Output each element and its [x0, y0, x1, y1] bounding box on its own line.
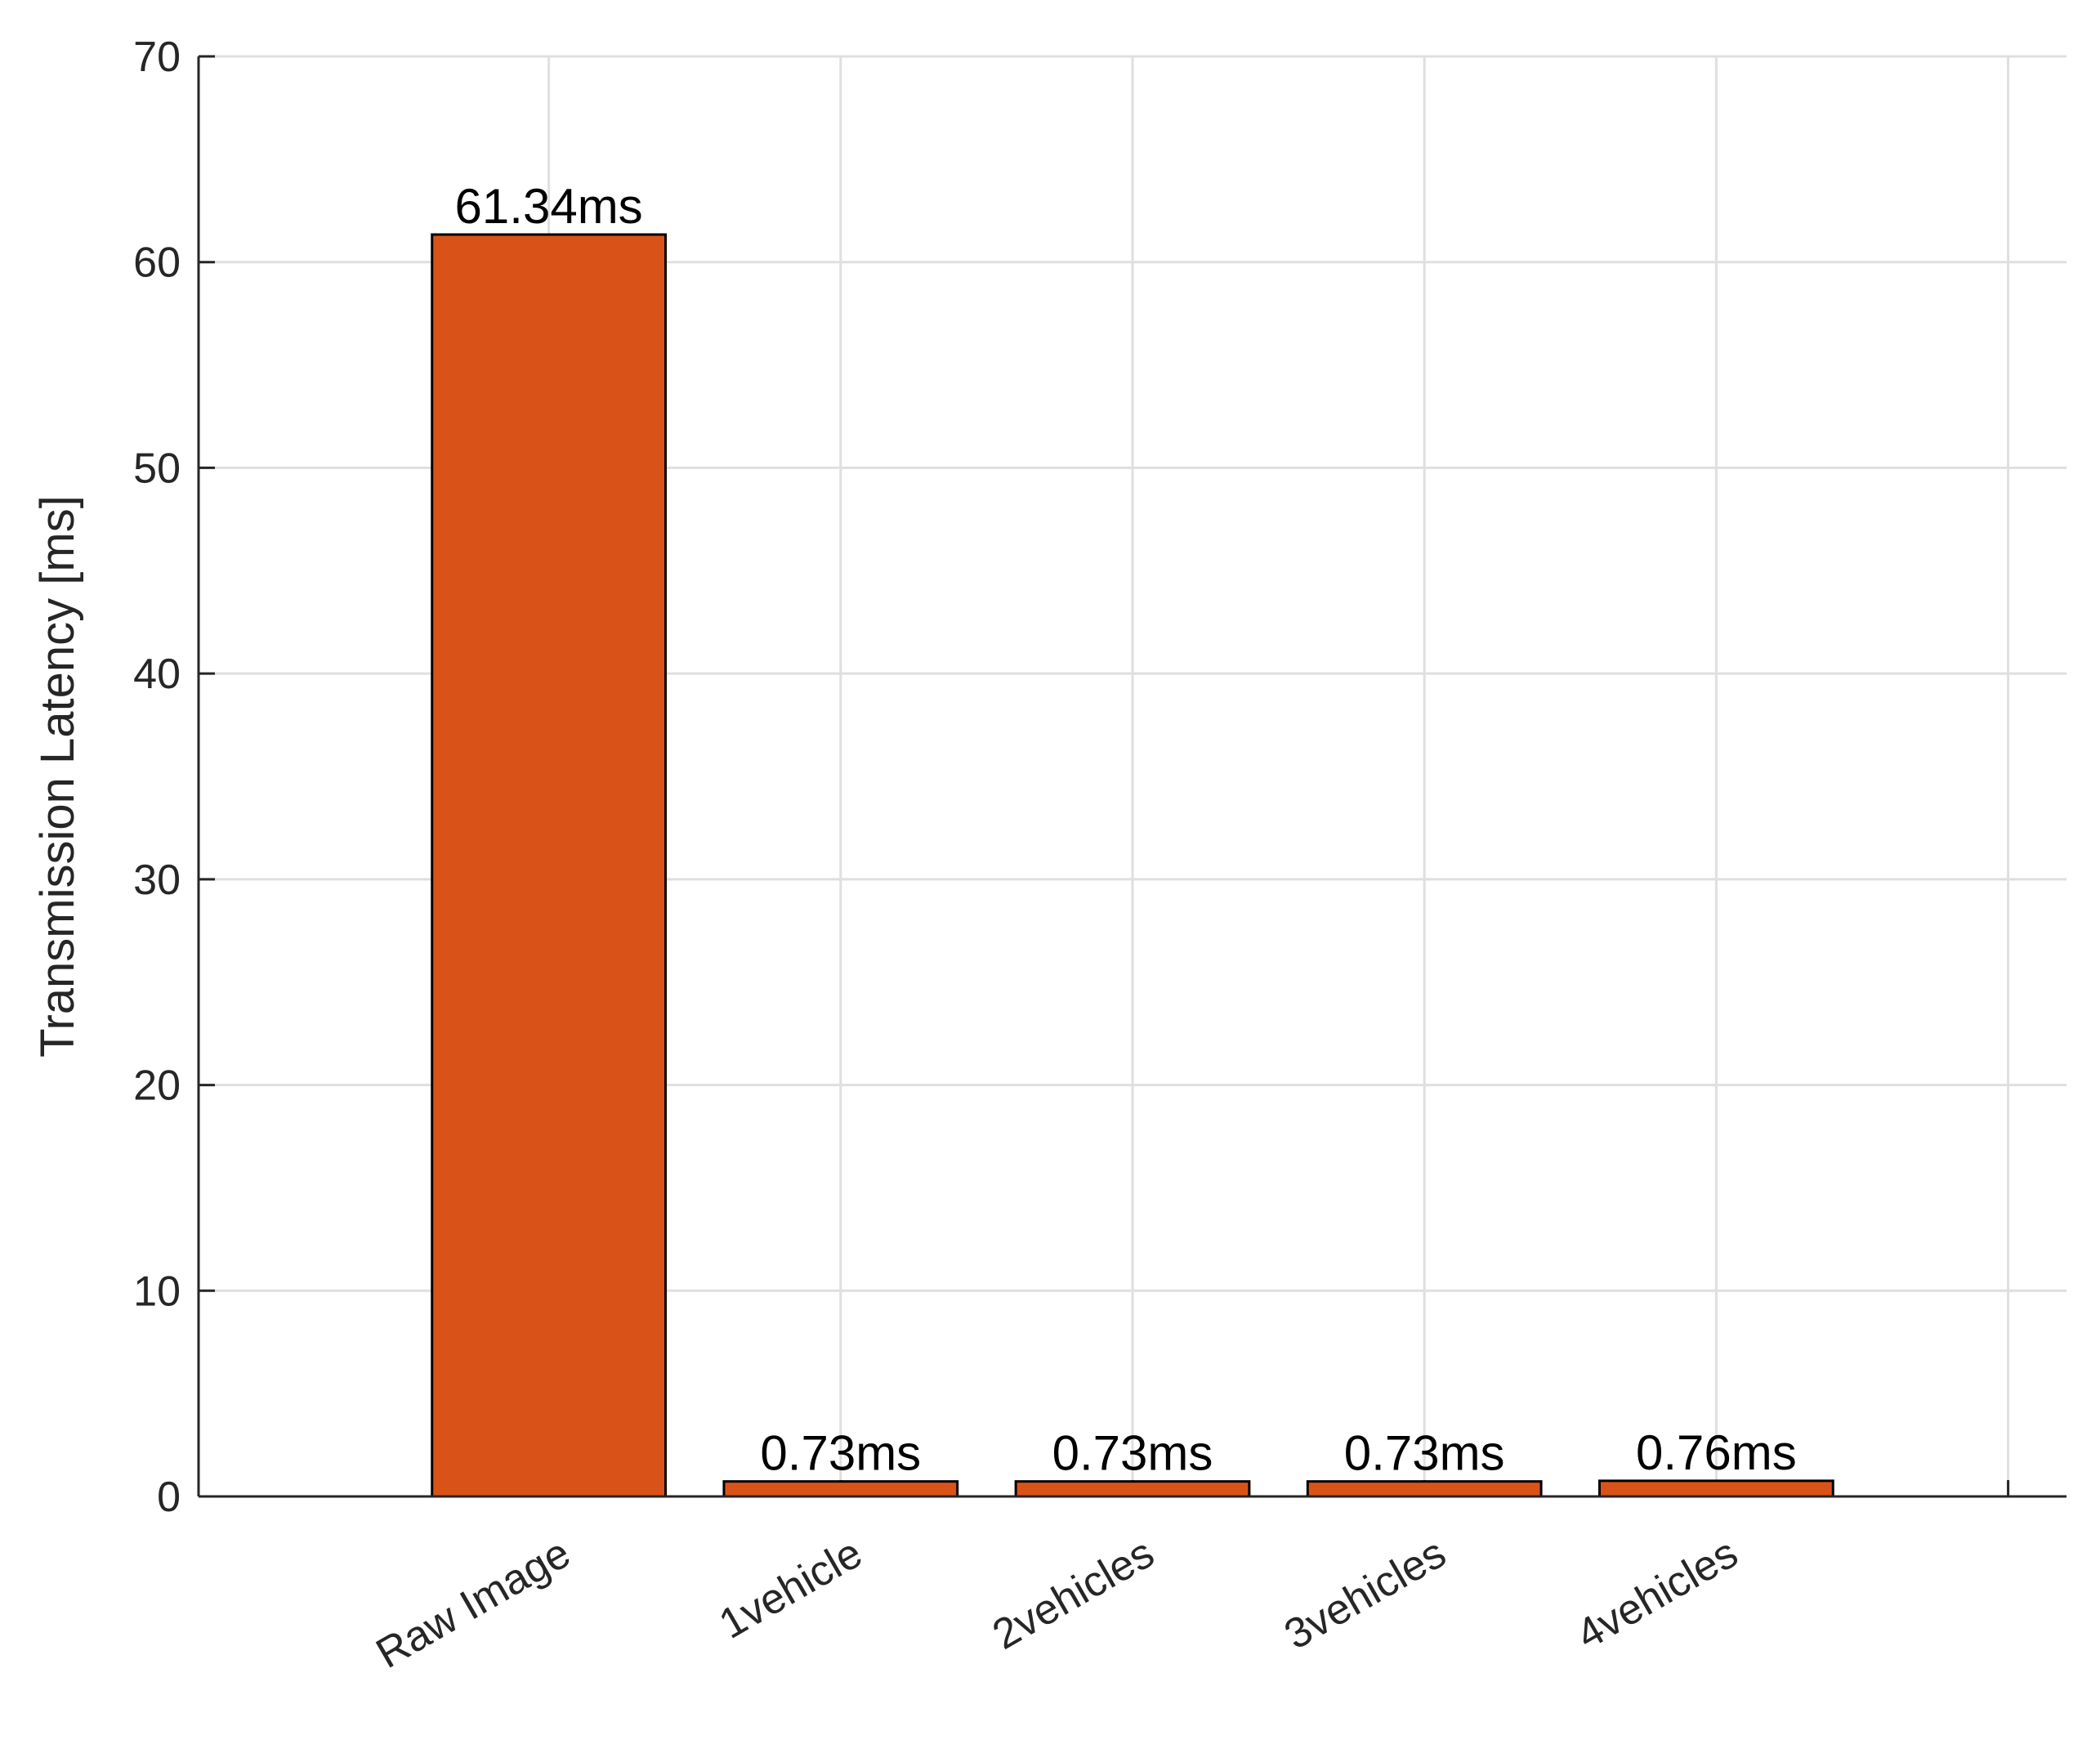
y-tick-label: 70 [133, 34, 181, 81]
x-tick-label: 3vehicles [1276, 1529, 1454, 1659]
bar [722, 1480, 959, 1498]
value-label: 0.73ms [760, 1426, 921, 1481]
value-label: 0.76ms [1636, 1425, 1797, 1480]
x-tick-label: 2vehicles [985, 1529, 1162, 1659]
y-tick-label: 60 [133, 239, 181, 287]
y-tick-label: 40 [133, 651, 181, 698]
x-tick-label: 1vehicle [712, 1529, 870, 1648]
bar [1014, 1480, 1251, 1498]
y-tick-label: 50 [133, 445, 181, 492]
value-label: 0.73ms [1052, 1426, 1213, 1481]
bar [431, 233, 667, 1498]
value-label: 61.34ms [455, 179, 643, 234]
y-tick-label: 20 [133, 1062, 181, 1110]
y-tick-label: 30 [133, 857, 181, 904]
value-label: 0.73ms [1344, 1426, 1505, 1481]
y-tick-label: 0 [157, 1474, 181, 1521]
bar [1306, 1480, 1543, 1498]
y-tick-label: 10 [133, 1268, 181, 1315]
y-axis-label: Transmission Latency [ms] [31, 495, 84, 1058]
x-tick-label: Raw Image [369, 1529, 579, 1678]
x-tick-label: 4vehicles [1569, 1529, 1746, 1659]
bar [1598, 1479, 1834, 1498]
